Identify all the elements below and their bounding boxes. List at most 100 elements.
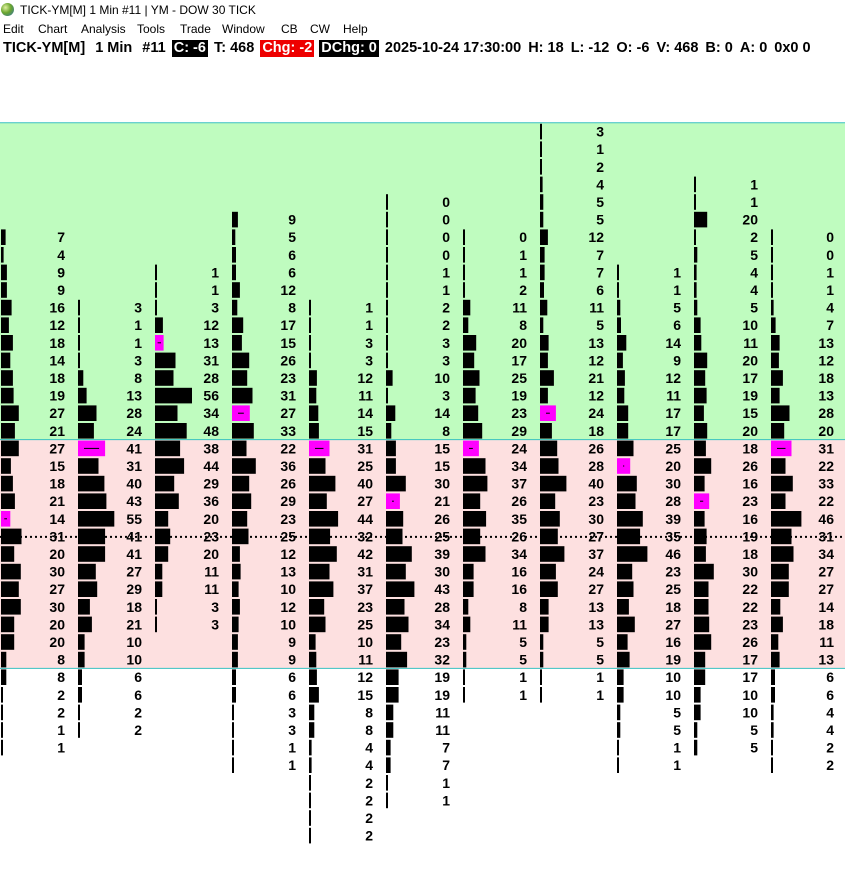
- profile-bar: [386, 511, 404, 527]
- profile-bar: [155, 387, 192, 404]
- profile-value-label: 1: [826, 264, 834, 280]
- profile-value-label: 4: [596, 176, 604, 192]
- profile-bar: [386, 458, 396, 474]
- profile-value-label: 5: [596, 652, 604, 668]
- profile-value-label: 3: [288, 722, 296, 738]
- profile-value-label: 12: [203, 317, 219, 333]
- profile-bar: [155, 563, 163, 580]
- profile-bar: [617, 352, 623, 369]
- menu-chart[interactable]: Chart: [38, 22, 68, 36]
- profile-value-label: 9: [57, 282, 65, 298]
- profile-bar: [771, 599, 781, 615]
- profile-value-label: 30: [742, 564, 758, 580]
- profile-bar: [386, 599, 405, 615]
- profile-value-label: 19: [434, 687, 450, 703]
- profile-value-label: 5: [673, 300, 681, 316]
- profile-value-label: 56: [203, 388, 219, 404]
- profile-bar: [540, 299, 548, 316]
- profile-bar: [309, 317, 311, 333]
- profile-bar: [617, 616, 635, 633]
- profile-value-label: 11: [819, 634, 834, 650]
- menu-cb[interactable]: CB: [281, 22, 298, 36]
- profile-value-label: 12: [357, 669, 373, 685]
- profile-bar: [694, 687, 701, 703]
- profile-bar: [463, 634, 467, 650]
- profile-bar: [309, 687, 319, 703]
- profile-bar: [232, 211, 238, 228]
- profile-value-label: 17: [742, 669, 758, 685]
- profile-bar: [540, 159, 542, 175]
- profile-value-label: 27: [126, 564, 142, 580]
- profile-bar: [694, 247, 698, 263]
- profile-bar: [309, 651, 317, 668]
- profile-value-label: 2: [365, 775, 373, 791]
- profile-value-label: 12: [588, 388, 604, 404]
- profile-value-label: 3: [365, 335, 373, 351]
- profile-value-label: 7: [596, 264, 604, 280]
- menu-cw[interactable]: CW: [310, 22, 330, 36]
- profile-value-label: 40: [588, 476, 604, 492]
- profile-bar: [1, 458, 11, 474]
- profile-value-label: 1: [442, 264, 450, 280]
- profile-bar: [540, 211, 544, 228]
- menu-analysis[interactable]: Analysis: [81, 22, 126, 36]
- profile-value-label: 23: [434, 634, 450, 650]
- menu-tools[interactable]: Tools: [137, 22, 166, 36]
- profile-bar: [386, 370, 393, 386]
- profile-value-label: 31: [818, 440, 834, 456]
- profile-bar: [463, 247, 465, 263]
- profile-bar: [540, 264, 545, 281]
- profile-bar: [540, 599, 549, 615]
- profile-value-label: 21: [126, 616, 142, 632]
- profile-bar: [1, 475, 13, 492]
- profile-value-label: 1: [57, 740, 65, 756]
- profile-value-label: 1: [673, 264, 681, 280]
- profile-bar: [463, 546, 486, 562]
- profile-bar: [309, 528, 331, 545]
- volume-profile-chart[interactable]: 7 4 9 9 16 12 18 14 18 19 27 21 27 15 18 21 14 31 20 30 27 30…: [0, 62, 845, 870]
- profile-bar: [771, 651, 780, 668]
- profile-value-label: 30: [434, 476, 450, 492]
- info-interval: 1 Min: [95, 40, 133, 56]
- profile-bar: [694, 475, 705, 492]
- menu-trade[interactable]: Trade: [180, 22, 211, 36]
- profile-bar: [1, 317, 9, 333]
- menu-window[interactable]: Window: [222, 22, 265, 36]
- profile-bar: [463, 599, 469, 615]
- profile-value-label: 4: [826, 722, 834, 738]
- profile-value-label: 23: [511, 405, 527, 421]
- profile-value-label: 0: [442, 194, 450, 210]
- profile-bar: [617, 757, 619, 773]
- profile-value-label: 15: [49, 458, 65, 474]
- profile-value-label: 12: [818, 352, 834, 368]
- app-globe-icon: [1, 3, 14, 16]
- profile-value-label: 11: [512, 300, 527, 316]
- profile-value-label: 16: [511, 564, 527, 580]
- profile-bar: [232, 634, 238, 650]
- profile-value-label: 20: [665, 458, 681, 474]
- profile-value-label: 22: [818, 458, 834, 474]
- profile-bar: [540, 669, 542, 685]
- profile-value-label: 17: [742, 652, 758, 668]
- profile-bar: [463, 405, 479, 421]
- profile-value-label: 39: [434, 546, 450, 562]
- profile-bar: [309, 722, 315, 738]
- profile-bar: [463, 687, 465, 703]
- profile-value-label: 9: [288, 652, 296, 668]
- profile-bar: [540, 546, 565, 562]
- profile-bar: [78, 423, 94, 439]
- profile-bar: [232, 352, 250, 369]
- menu-help[interactable]: Help: [343, 22, 368, 36]
- profile-value-label: 5: [673, 722, 681, 738]
- profile-value-label: 19: [511, 388, 527, 404]
- profile-bar: [155, 317, 163, 333]
- menu-edit[interactable]: Edit: [3, 22, 24, 36]
- profile-value-label: 0: [826, 229, 834, 245]
- profile-value-label: 27: [665, 616, 681, 632]
- info-open: O: -6: [616, 40, 650, 56]
- profile-bar: [1, 651, 7, 668]
- profile-bar: [540, 387, 548, 404]
- info-tick-count: T: 468: [213, 40, 255, 56]
- profile-value-label: 6: [826, 669, 834, 685]
- profile-value-label: 25: [434, 528, 450, 544]
